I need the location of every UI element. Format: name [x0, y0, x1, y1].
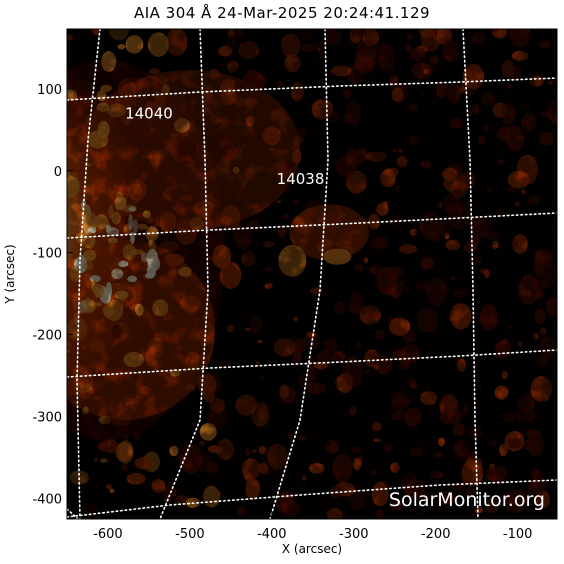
- x-tick-label: -500: [175, 527, 205, 542]
- active-region-labels: 14040 14038: [125, 104, 324, 188]
- y-axis: 100 0 -100 -200 -300 -400: [32, 83, 557, 508]
- x-tick-label: -300: [339, 527, 369, 542]
- grid-latitude-line: [67, 349, 557, 378]
- grid-longitude-line: [159, 29, 209, 519]
- y-tick-label: 100: [37, 83, 62, 98]
- active-region-label: 14038: [277, 170, 325, 188]
- x-tick-label: -600: [93, 527, 123, 542]
- watermark-text: SolarMonitor.org: [389, 489, 545, 511]
- plot-frame: [66, 28, 558, 520]
- grid-latitude-line: [67, 212, 557, 239]
- y-tick-label: -400: [32, 493, 62, 508]
- x-tick-label: -400: [257, 527, 287, 542]
- y-tick-label: -200: [32, 329, 62, 344]
- x-axis-title: X (arcsec): [282, 542, 342, 556]
- y-tick-label: -300: [32, 411, 62, 426]
- grid-latitude-line: [67, 479, 557, 518]
- y-tick-label: 0: [54, 165, 62, 180]
- active-region-label: 14040: [125, 104, 173, 122]
- x-tick-label: -200: [421, 527, 451, 542]
- coordinate-grid: [67, 29, 557, 519]
- y-tick-label: -100: [32, 247, 62, 262]
- grid-longitude-line: [269, 29, 329, 519]
- x-tick-label: -100: [503, 527, 533, 542]
- grid-longitude-line: [76, 29, 101, 519]
- plot-title: AIA 304 Å 24-Mar-2025 20:24:41.129: [133, 4, 431, 22]
- grid-longitude-line: [462, 29, 479, 519]
- x-axis: -600 -500 -400 -300 -200 -100: [93, 29, 532, 542]
- solar-emission-image: [67, 29, 557, 519]
- y-axis-title: Y (arcsec): [3, 244, 17, 304]
